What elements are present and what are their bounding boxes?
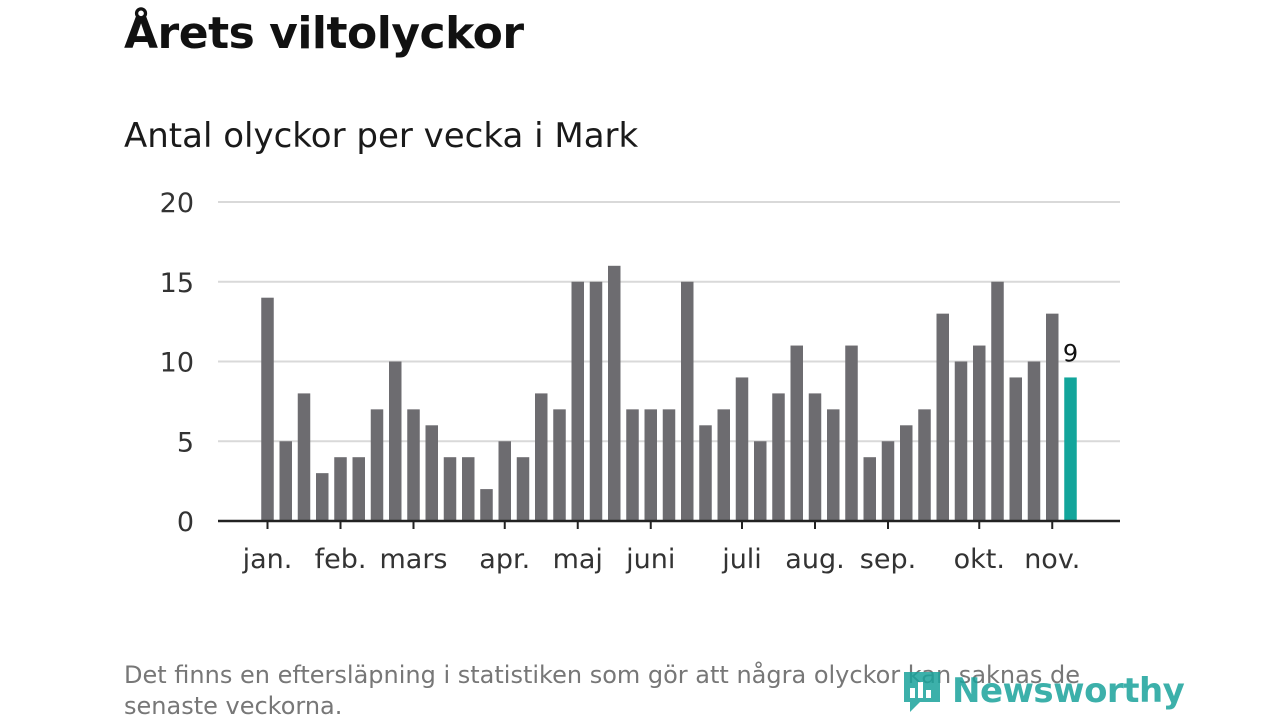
x-tick-label: juni (625, 544, 675, 575)
highlight-bar (1064, 377, 1077, 521)
bar (297, 393, 311, 521)
x-tick-label: mars (379, 544, 447, 575)
bar (881, 441, 895, 521)
x-tick-label: juli (721, 544, 762, 575)
bar (498, 441, 511, 521)
bar (626, 409, 639, 521)
newsworthy-logo: Newsworthy (900, 668, 1185, 714)
bar (918, 409, 931, 521)
y-tick-label: 20 (160, 188, 194, 219)
bar (571, 281, 584, 521)
bar (754, 441, 767, 521)
bar (991, 281, 1004, 521)
x-tick-label: sep. (860, 544, 916, 575)
bar (516, 457, 530, 521)
bar (845, 345, 858, 521)
bar (790, 345, 803, 521)
bar (407, 409, 420, 521)
bar (389, 361, 402, 521)
bar (535, 393, 548, 521)
bar (954, 361, 968, 521)
bar (973, 345, 986, 521)
bar (553, 409, 566, 521)
bar (261, 297, 274, 521)
bar (936, 313, 949, 521)
bar (662, 409, 676, 521)
x-tick-label: jan. (242, 544, 293, 575)
bar (900, 425, 913, 521)
data-label: 9 (1063, 339, 1078, 367)
bar (462, 457, 475, 521)
bar (480, 489, 493, 521)
bar (863, 457, 876, 521)
bar (1027, 361, 1041, 521)
x-tick-label: nov. (1024, 544, 1080, 575)
bar (1009, 377, 1022, 521)
bar (827, 409, 840, 521)
bar (316, 473, 329, 521)
newsworthy-logo-text: Newsworthy (952, 671, 1185, 711)
y-tick-label: 15 (160, 268, 194, 299)
bar (425, 425, 438, 521)
x-tick-label: aug. (785, 544, 844, 575)
x-tick-label: feb. (315, 544, 367, 575)
bar (717, 409, 730, 521)
bar (334, 457, 347, 521)
newsworthy-logo-icon (904, 672, 940, 712)
bar (589, 281, 603, 521)
bar (681, 281, 694, 521)
y-tick-label: 5 (177, 427, 194, 458)
bar (735, 377, 749, 521)
bar (352, 457, 365, 521)
x-tick-label: maj (553, 544, 603, 575)
x-tick-label: okt. (954, 544, 1005, 575)
bar (644, 409, 657, 521)
bar (443, 457, 457, 521)
bar (279, 441, 292, 521)
y-tick-label: 10 (160, 348, 194, 379)
chart-subtitle: Antal olyckor per vecka i Mark (124, 116, 639, 156)
bar (772, 393, 785, 521)
bar (699, 425, 712, 521)
x-tick-label: apr. (479, 544, 530, 575)
chart-title: Årets viltolyckor (124, 8, 524, 59)
bar (608, 265, 621, 521)
bar (808, 393, 822, 521)
bar (1046, 313, 1059, 521)
bar (370, 409, 384, 521)
y-tick-label: 0 (177, 507, 194, 538)
